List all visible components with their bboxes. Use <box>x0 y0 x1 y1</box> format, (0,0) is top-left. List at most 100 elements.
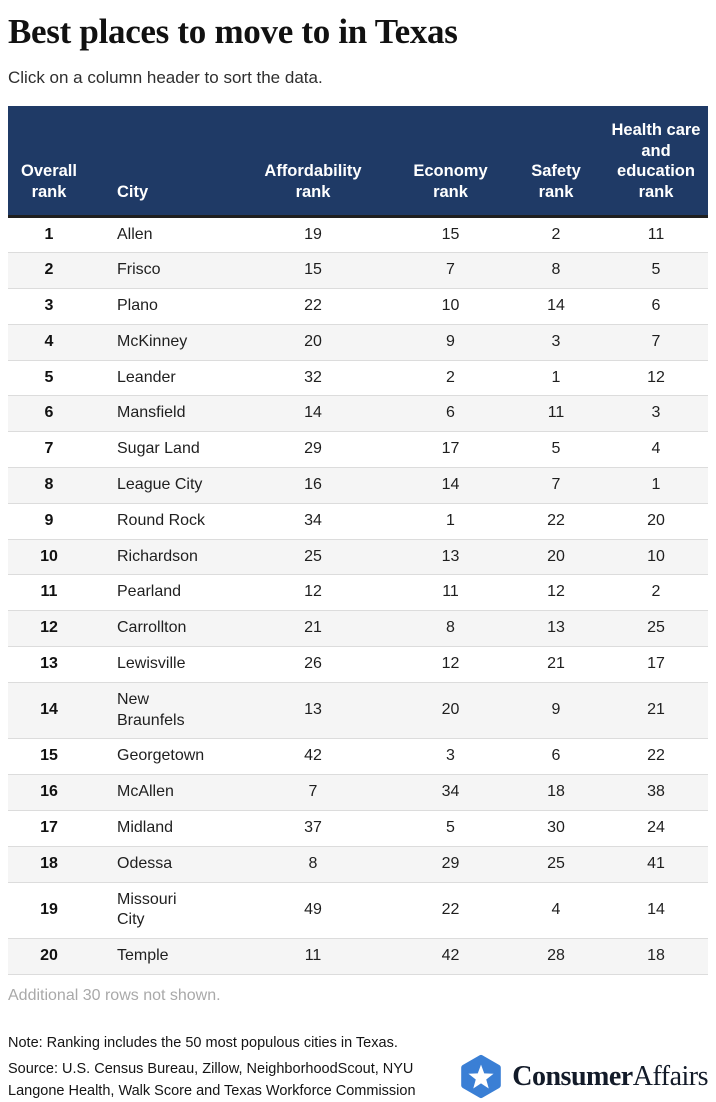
cell-city: New Braunfels <box>90 681 233 739</box>
cell-affordability: 19 <box>304 225 322 243</box>
cell-safety: 13 <box>508 610 604 647</box>
cell-overall: 3 <box>8 288 90 325</box>
source-text: Source: U.S. Census Bureau, Zillow, Neig… <box>8 1060 416 1099</box>
cell-affordability: 37 <box>233 810 393 847</box>
cell-economy: 9 <box>393 323 508 361</box>
cell-city: McKinney <box>90 323 233 361</box>
cell-safety: 21 <box>508 646 604 683</box>
cell-overall: 19 <box>8 881 90 939</box>
subtitle: Click on a column header to sort the dat… <box>8 68 323 87</box>
cell-safety: 5 <box>508 431 604 468</box>
cell-overall: 15 <box>8 738 90 775</box>
table-row: 13 Lewisville 26 12 21 17 <box>8 646 708 683</box>
cell-affordability: 12 <box>233 574 393 611</box>
cell-safety: 28 <box>508 938 604 976</box>
cell-city: Allen <box>117 225 153 243</box>
cell-economy: 14 <box>393 467 508 504</box>
cell-safety: 12 <box>508 574 604 611</box>
cell-overall: 18 <box>8 845 90 883</box>
cell-city: Frisco <box>90 252 233 289</box>
cell-city: Richardson <box>90 538 233 575</box>
star-hexagon-icon <box>461 1055 502 1099</box>
cell-affordability: 49 <box>233 881 393 939</box>
cell-city: Missouri City <box>90 881 233 939</box>
cell-safety: 30 <box>508 810 604 847</box>
cell-affordability: 20 <box>233 323 393 361</box>
table-row: 18 Odessa 8 29 25 41 <box>8 845 708 883</box>
cell-economy: 8 <box>393 610 508 647</box>
cell-economy: 13 <box>393 538 508 575</box>
cell-health: 7 <box>604 323 708 361</box>
cell-health: 20 <box>604 502 708 540</box>
cell-health: 18 <box>604 938 708 976</box>
consumeraffairs-logo: ConsumerAffairs <box>459 1053 709 1102</box>
cell-affordability: 7 <box>233 774 393 811</box>
cell-economy: 7 <box>393 252 508 289</box>
cell-affordability: 22 <box>233 288 393 325</box>
cell-city: Leander <box>90 359 233 396</box>
cell-health: 6 <box>604 288 708 325</box>
cell-economy: 22 <box>393 881 508 939</box>
cell-safety: 18 <box>508 774 604 811</box>
cell-economy: 3 <box>393 738 508 775</box>
column-header-economy-rank[interactable]: Economy rank <box>393 106 508 218</box>
cell-economy: 12 <box>393 646 508 683</box>
column-header-health-care-and-education-rank[interactable]: Health care and education rank <box>604 106 708 218</box>
column-header-city[interactable]: City <box>90 106 233 218</box>
cell-city: Midland <box>90 810 233 847</box>
cell-city: Odessa <box>90 845 233 883</box>
cell-overall: 8 <box>8 467 90 504</box>
table-row: 10 Richardson 25 13 20 10 <box>8 538 708 575</box>
cell-health: 25 <box>604 610 708 647</box>
cell-economy: 1 <box>393 502 508 540</box>
cell-health: 1 <box>604 467 708 504</box>
cell-economy: 42 <box>393 938 508 976</box>
cell-affordability: 16 <box>233 467 393 504</box>
column-header-overall-rank[interactable]: Overall rank <box>8 106 90 218</box>
cell-economy: 6 <box>393 395 508 432</box>
cell-overall: 13 <box>8 646 90 683</box>
cell-health: 22 <box>604 738 708 775</box>
cell-overall: 10 <box>8 538 90 575</box>
table-row: 2 Frisco 15 7 8 5 <box>8 252 708 289</box>
cell-overall: 2 <box>8 252 90 289</box>
cell-health: 4 <box>604 431 708 468</box>
cell-affordability: 32 <box>233 359 393 396</box>
cell-health: 3 <box>604 395 708 432</box>
cell-safety: 4 <box>508 881 604 939</box>
table-row: 7 Sugar Land 29 17 5 4 <box>8 431 708 468</box>
page-title: Best places to move to in Texas <box>8 12 458 51</box>
cell-overall: 14 <box>8 681 90 739</box>
cell-overall: 7 <box>8 431 90 468</box>
table-row: 11 Pearland 12 11 12 2 <box>8 574 708 611</box>
logo-wordmark: ConsumerAffairs <box>512 1061 708 1093</box>
cell-affordability: 21 <box>233 610 393 647</box>
column-header-affordability-rank[interactable]: Affordability rank <box>233 106 393 218</box>
cell-health: 14 <box>604 881 708 939</box>
cell-city: Pearland <box>90 574 233 611</box>
additional-rows-note: Additional 30 rows not shown. <box>8 987 221 1005</box>
cell-city: Plano <box>90 288 233 325</box>
table-header-row: Overall rank City Affordability rank Eco… <box>8 106 708 218</box>
table-row: 16 McAllen 7 34 18 38 <box>8 774 708 811</box>
cell-economy: 29 <box>393 845 508 883</box>
cell-safety: 20 <box>508 538 604 575</box>
cell-economy: 34 <box>393 774 508 811</box>
cell-affordability: 15 <box>233 252 393 289</box>
column-header-safety-rank[interactable]: Safety rank <box>508 106 604 218</box>
cell-overall: 4 <box>8 323 90 361</box>
cell-overall: 6 <box>8 395 90 432</box>
table-row: 12 Carrollton 21 8 13 25 <box>8 610 708 647</box>
cell-city: League City <box>90 467 233 504</box>
cell-safety: 11 <box>508 395 604 432</box>
logo-text-affairs: Affairs <box>632 1060 709 1092</box>
cell-economy: 11 <box>393 574 508 611</box>
table-row: 4 McKinney 20 9 3 7 <box>8 323 708 361</box>
cell-overall: 5 <box>8 359 90 396</box>
cell-overall: 17 <box>8 810 90 847</box>
logo-text-consumer: Consumer <box>512 1060 633 1092</box>
cell-safety: 25 <box>508 845 604 883</box>
cell-affordability: 29 <box>233 431 393 468</box>
cell-health: 41 <box>604 845 708 883</box>
